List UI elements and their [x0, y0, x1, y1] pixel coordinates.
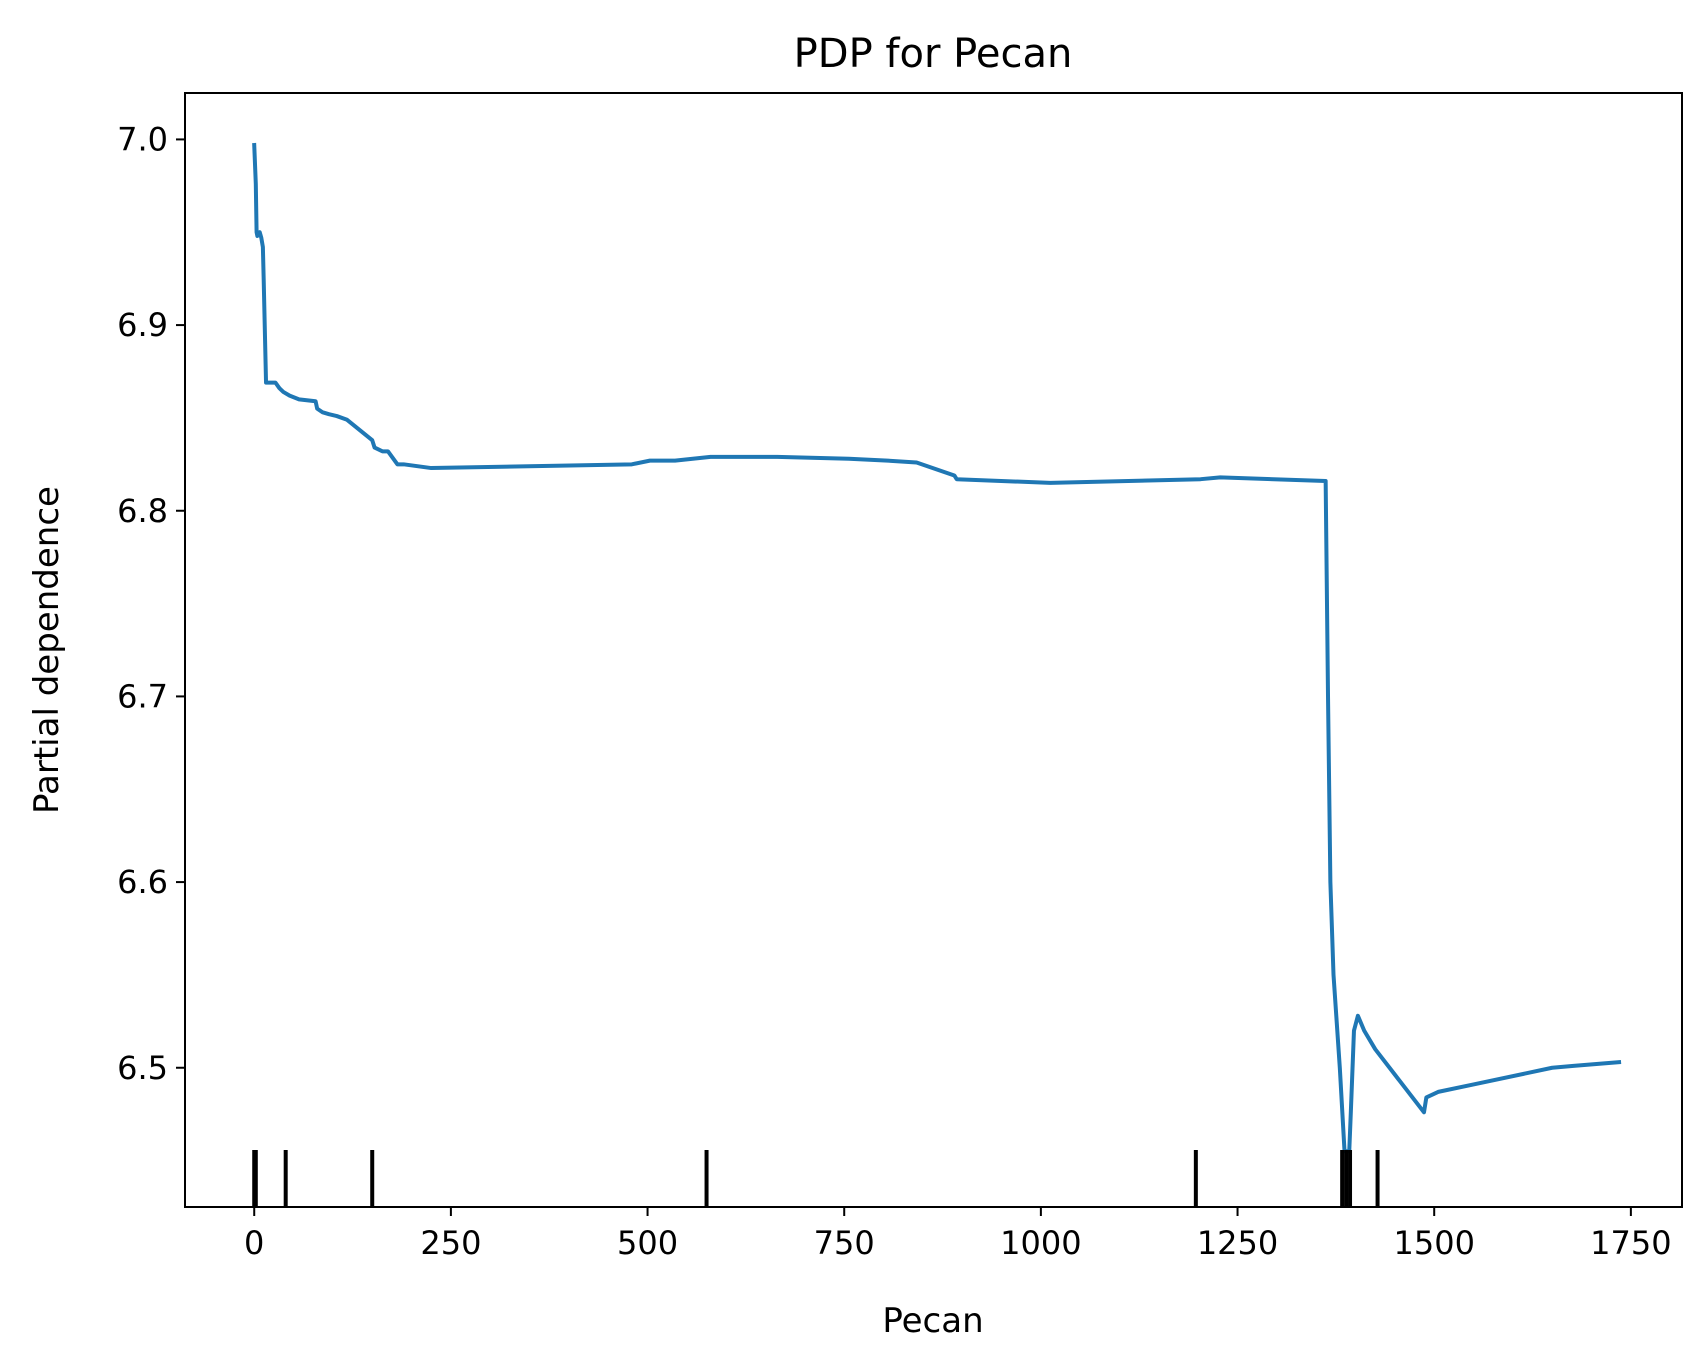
x-axis-label: Pecan	[882, 1301, 983, 1341]
x-tick-label: 1750	[1590, 1224, 1671, 1262]
pdp-line-series-0	[252, 142, 1622, 1154]
y-tick-label: 6.9	[117, 306, 168, 344]
x-tick-label: 500	[617, 1224, 678, 1262]
y-axis-label: Partial dependence	[27, 486, 67, 814]
x-axis: 0 250 500 750 1000 1250 1500 1750	[244, 1207, 1672, 1262]
y-axis: 6.5 6.6 6.7 6.8 6.9 7.0	[117, 120, 185, 1087]
y-tick-label: 7.0	[117, 120, 168, 158]
x-tick-label: 1000	[1000, 1224, 1081, 1262]
y-tick-label: 6.8	[117, 492, 168, 530]
y-tick-label: 6.5	[117, 1049, 168, 1087]
x-tick-label: 750	[814, 1224, 875, 1262]
plot-area	[252, 142, 1622, 1206]
x-tick-label: 0	[244, 1224, 264, 1262]
y-tick-label: 6.6	[117, 863, 168, 901]
x-tick-label: 1250	[1197, 1224, 1278, 1262]
x-tick-label: 1500	[1393, 1224, 1474, 1262]
x-tick-label: 250	[420, 1224, 481, 1262]
chart-title: PDP for Pecan	[794, 31, 1073, 77]
plot-frame	[184, 92, 1683, 1208]
y-tick-label: 6.7	[117, 677, 168, 715]
